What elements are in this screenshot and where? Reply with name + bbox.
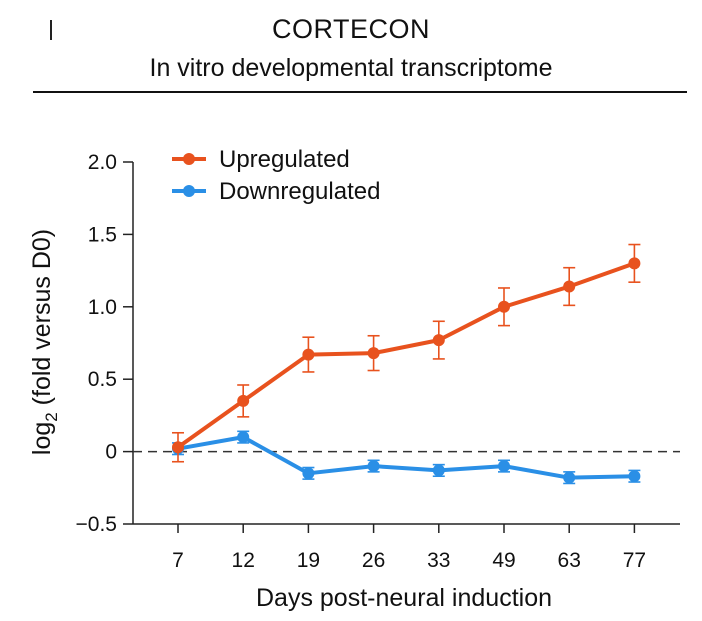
upregulated-data-point — [628, 257, 641, 270]
upregulated-series-line — [176, 261, 636, 449]
downregulated-data-point — [563, 471, 576, 484]
downregulated-data-point — [237, 431, 250, 444]
upregulated-legend-label: Upregulated — [219, 146, 350, 173]
y-axis-label-subscript: 2 — [42, 412, 61, 421]
downregulated-data-point — [628, 470, 641, 483]
x-tick-label: 77 — [623, 549, 646, 572]
chart-subtitle: In vitro developmental transcriptome — [149, 54, 553, 82]
upregulated-data-point — [302, 348, 315, 361]
y-tick-label: −0.5 — [76, 513, 117, 536]
upregulated-data-point — [367, 347, 380, 360]
y-axis-label-rest: (fold versus D0) — [28, 229, 56, 412]
downregulated-series-line — [177, 435, 635, 480]
downregulated-data-point — [432, 464, 445, 477]
y-axis-label-main: log — [28, 422, 56, 455]
x-tick-label: 19 — [297, 549, 320, 572]
y-tick-label: 1.0 — [88, 296, 117, 319]
downregulated-data-point — [367, 460, 380, 473]
upregulated-data-point — [432, 334, 445, 347]
x-tick-label: 33 — [427, 549, 450, 572]
upregulated-data-point — [498, 300, 510, 313]
y-tick-label: 0.5 — [88, 368, 117, 391]
title-divider — [33, 91, 687, 93]
upregulated-data-point — [237, 394, 250, 407]
x-tick-label: 12 — [232, 549, 255, 572]
x-tick-label: 7 — [172, 549, 184, 572]
y-tick-label: 2.0 — [88, 151, 117, 174]
y-tick-label: 0 — [105, 441, 117, 464]
upregulated-data-point — [172, 441, 184, 454]
panel-marker — [50, 20, 52, 40]
chart-title: CORTECON — [271, 14, 430, 44]
x-tick-label: 26 — [362, 549, 385, 572]
downregulated-data-point — [302, 467, 315, 480]
upregulated-data-point — [563, 280, 576, 293]
downregulated-legend-marker — [183, 185, 195, 197]
x-axis-label: Days post-neural induction — [256, 584, 552, 612]
y-tick-label: 1.5 — [88, 223, 117, 246]
downregulated-data-point — [498, 460, 510, 473]
x-tick-label: 63 — [558, 549, 581, 572]
upregulated-legend-marker — [183, 153, 195, 165]
downregulated-legend-label: Downregulated — [219, 178, 380, 205]
x-tick-label: 49 — [492, 549, 515, 572]
y-axis-label: log2 (fold versus D0) — [28, 229, 61, 455]
